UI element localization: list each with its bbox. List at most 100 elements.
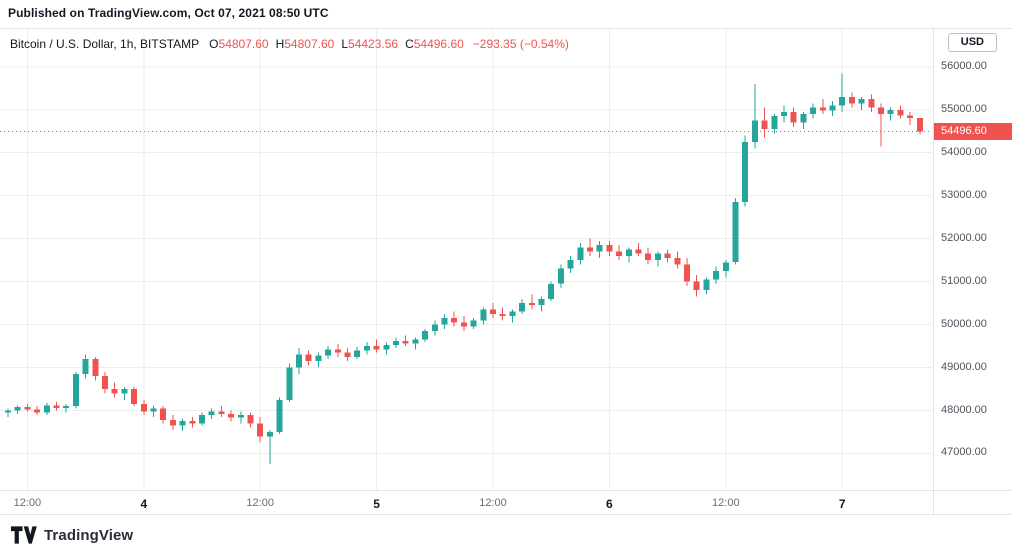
candle-body: [839, 96, 846, 106]
candle-body: [247, 414, 254, 424]
candle-body: [674, 258, 681, 265]
candle-body: [150, 408, 157, 412]
candle-body: [713, 270, 720, 280]
time-axis-bottom-border: [0, 514, 1012, 515]
candle-body: [53, 405, 60, 408]
candle-body: [257, 423, 264, 437]
candle-body: [63, 406, 70, 408]
candle-body: [538, 298, 545, 306]
candle-body: [228, 414, 235, 418]
tradingview-logo[interactable]: TradingView: [10, 525, 133, 545]
candle-body: [907, 115, 914, 118]
candle-body: [237, 414, 244, 418]
candle-body: [286, 367, 293, 400]
tradingview-logo-icon: [10, 526, 37, 544]
candle-body: [383, 345, 390, 350]
candle-body: [519, 303, 526, 312]
candle-body: [664, 253, 671, 258]
candle-body: [732, 202, 739, 263]
chart-legend: Bitcoin / U.S. Dollar, 1h, BITSTAMP O5480…: [10, 37, 569, 51]
candle-body: [393, 340, 399, 346]
candle-body: [868, 99, 875, 108]
currency-usd-button[interactable]: USD: [947, 33, 997, 52]
price-axis-label: 51000.00: [941, 274, 987, 287]
candle-body: [315, 355, 322, 362]
candle-body: [606, 245, 613, 252]
candle-body: [296, 354, 302, 368]
candle-body: [557, 268, 564, 284]
candle-body: [829, 105, 836, 111]
candle-body: [587, 247, 593, 252]
time-axis-day-label: 4: [140, 497, 148, 511]
ohlc-high: H54807.60: [275, 37, 335, 51]
candle-body: [121, 389, 128, 394]
price-axis-separator: [933, 28, 934, 514]
candle-body: [373, 346, 380, 350]
tradingview-wordmark: TradingView: [44, 526, 134, 544]
candle-body: [179, 420, 186, 426]
candle-body: [742, 142, 749, 203]
candle-body: [412, 339, 419, 344]
time-axis-hour-label: 12:00: [712, 497, 740, 509]
candle-body: [771, 116, 778, 130]
candle-body: [14, 407, 21, 411]
candle-body: [509, 311, 516, 316]
chart-frame-top-border: [0, 28, 1012, 29]
candle-body: [131, 389, 138, 404]
candle-body: [24, 407, 31, 410]
candlestick-chart[interactable]: [0, 29, 1012, 490]
price-axis-label: 52000.00: [941, 231, 987, 244]
time-axis-hour-label: 12:00: [246, 497, 274, 509]
candle-body: [751, 120, 758, 142]
candle-body: [208, 411, 215, 415]
candle-body: [684, 264, 690, 282]
candle-body: [548, 283, 555, 299]
ohlc-close: C54496.60: [405, 37, 464, 51]
candle-body: [480, 309, 487, 321]
candle-body: [402, 340, 409, 344]
candle-body: [92, 359, 99, 377]
candle-body: [169, 420, 176, 426]
candle-body: [490, 309, 496, 314]
candle-body: [140, 404, 147, 412]
price-axis-label: 49000.00: [941, 360, 987, 373]
candle-body: [344, 352, 351, 357]
candle-body: [102, 376, 108, 389]
last-price-label: 54496.60: [934, 122, 1012, 140]
candle-body: [635, 249, 642, 254]
time-axis-hour-label: 12:00: [479, 497, 507, 509]
candle-body: [334, 349, 341, 353]
candle-body: [790, 111, 797, 123]
candle-body: [363, 346, 370, 351]
candle-body: [431, 324, 438, 331]
candle-body: [722, 262, 729, 271]
time-axis-day-label: 5: [373, 497, 380, 511]
price-axis-label: 55000.00: [941, 102, 987, 115]
candle-body: [422, 331, 429, 340]
candle-body: [567, 260, 574, 269]
candle-body: [800, 114, 807, 123]
candle-body: [916, 118, 923, 132]
candle-body: [325, 349, 332, 356]
candle-body: [5, 410, 11, 413]
candle-body: [160, 408, 167, 420]
candle-body: [34, 409, 41, 413]
candle-body: [305, 354, 312, 362]
candle-body: [470, 320, 477, 327]
time-axis-day-label: 7: [838, 497, 846, 511]
symbol-title[interactable]: Bitcoin / U.S. Dollar, 1h, BITSTAMP: [10, 37, 200, 51]
price-axis-label: 50000.00: [941, 317, 987, 330]
candle-body: [72, 374, 79, 407]
candle-body: [266, 432, 273, 437]
time-axis-hour-label: 12:00: [13, 497, 42, 509]
candle-body: [703, 279, 710, 291]
candle-body: [848, 96, 855, 104]
candle-body: [858, 99, 865, 104]
published-text: Published on TradingView.com, Oct 07, 20…: [8, 6, 329, 20]
candle-body: [616, 251, 623, 256]
candle-body: [761, 120, 768, 130]
candle-body: [111, 389, 118, 394]
candle-body: [577, 247, 584, 261]
price-axis-label: 54000.00: [941, 145, 987, 158]
candle-body: [781, 111, 787, 117]
